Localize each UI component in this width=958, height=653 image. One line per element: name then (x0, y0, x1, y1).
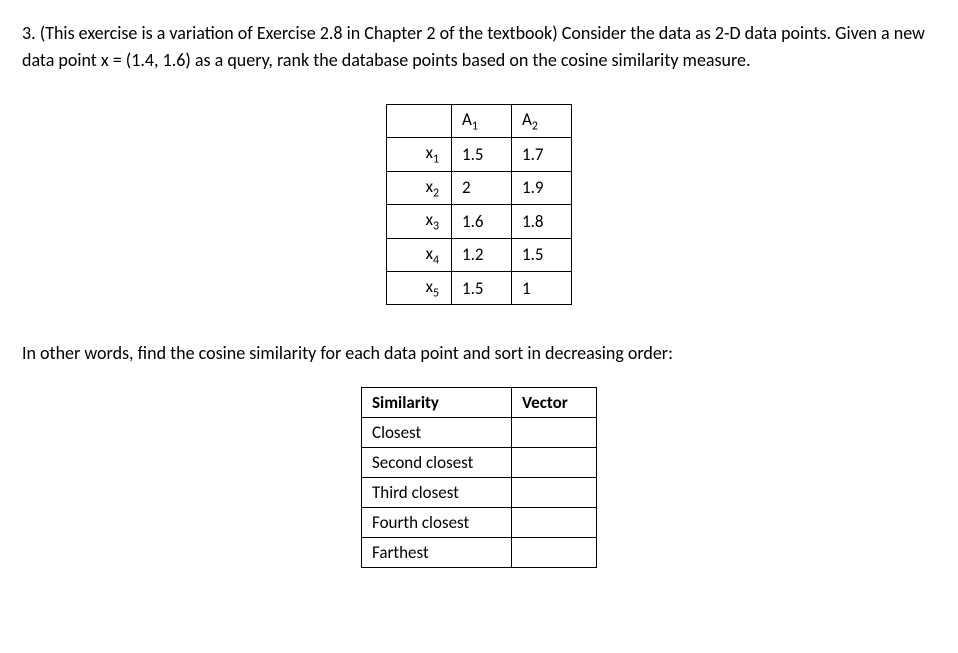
instruction-text: In other words, find the cosine similari… (22, 340, 936, 367)
cell-value: 1.5 (512, 238, 572, 271)
question-body: (This exercise is a variation of Exercis… (22, 22, 925, 71)
table-header-row: A1 A2 (387, 105, 572, 138)
table-row: x3 1.6 1.8 (387, 205, 572, 238)
vector-header: Vector (512, 388, 597, 418)
rank-label: Fourth closest (362, 508, 512, 538)
answer-row: Third closest (362, 478, 597, 508)
cell-value: 1.5 (452, 271, 512, 304)
answer-row: Farthest (362, 538, 597, 568)
rank-label: Third closest (362, 478, 512, 508)
row-label-x2: x2 (387, 171, 452, 204)
answer-row: Closest (362, 418, 597, 448)
data-table-wrapper: A1 A2 x1 1.5 1.7 x2 2 1.9 x3 1.6 1.8 x4 … (22, 104, 936, 305)
cell-value: 1.8 (512, 205, 572, 238)
vector-cell (512, 538, 597, 568)
answer-header-row: Similarity Vector (362, 388, 597, 418)
row-label-x5: x5 (387, 271, 452, 304)
row-label-x4: x4 (387, 238, 452, 271)
rank-label: Second closest (362, 448, 512, 478)
cell-value: 2 (452, 171, 512, 204)
data-table: A1 A2 x1 1.5 1.7 x2 2 1.9 x3 1.6 1.8 x4 … (386, 104, 572, 305)
empty-cell (387, 105, 452, 138)
question-text: 3. (This exercise is a variation of Exer… (22, 20, 936, 74)
cell-value: 1 (512, 271, 572, 304)
cell-value: 1.9 (512, 171, 572, 204)
col-header-a1: A1 (452, 105, 512, 138)
rank-label: Farthest (362, 538, 512, 568)
cell-value: 1.6 (452, 205, 512, 238)
vector-cell (512, 508, 597, 538)
row-label-x1: x1 (387, 138, 452, 171)
vector-cell (512, 448, 597, 478)
table-row: x2 2 1.9 (387, 171, 572, 204)
cell-value: 1.5 (452, 138, 512, 171)
answer-row: Fourth closest (362, 508, 597, 538)
answer-table: Similarity Vector Closest Second closest… (361, 387, 597, 568)
row-label-x3: x3 (387, 205, 452, 238)
table-row: x5 1.5 1 (387, 271, 572, 304)
cell-value: 1.7 (512, 138, 572, 171)
question-number: 3. (22, 22, 36, 44)
answer-row: Second closest (362, 448, 597, 478)
rank-label: Closest (362, 418, 512, 448)
table-row: x4 1.2 1.5 (387, 238, 572, 271)
table-row: x1 1.5 1.7 (387, 138, 572, 171)
col-header-a2: A2 (512, 105, 572, 138)
vector-cell (512, 478, 597, 508)
similarity-header: Similarity (362, 388, 512, 418)
vector-cell (512, 418, 597, 448)
answer-table-wrapper: Similarity Vector Closest Second closest… (22, 387, 936, 568)
cell-value: 1.2 (452, 238, 512, 271)
